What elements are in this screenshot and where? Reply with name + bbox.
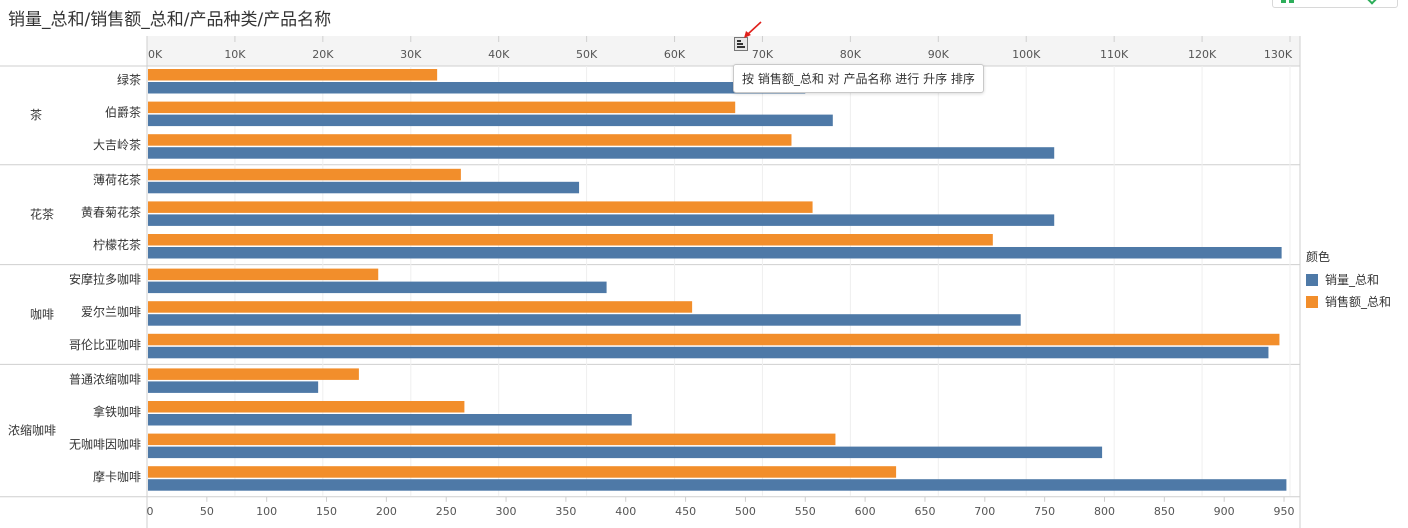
bottom-axis-tick-label: 150 <box>316 505 337 518</box>
group-label: 茶 <box>30 107 42 122</box>
bar-sales-amount <box>148 268 379 281</box>
group-label: 浓缩咖啡 <box>8 423 56 438</box>
cursor-arrow-icon <box>744 21 762 38</box>
bottom-axis-tick-label: 550 <box>795 505 816 518</box>
category-label: 伯爵茶 <box>105 105 141 120</box>
bar-sales-volume <box>148 147 1055 159</box>
bar-sales-volume <box>148 314 1021 326</box>
bottom-axis-tick-label: 500 <box>735 505 756 518</box>
chart-title: 销量_总和/销售额_总和/产品种类/产品名称 <box>8 10 332 30</box>
bottom-axis-tick-label: 700 <box>974 505 995 518</box>
top-axis-tick-label: 40K <box>488 48 510 61</box>
bottom-axis-tick-label: 200 <box>376 505 397 518</box>
bar-sales-volume <box>148 479 1287 491</box>
top-axis-tick-label: 110K <box>1100 48 1129 61</box>
legend-swatch <box>1306 273 1318 286</box>
category-label: 安摩拉多咖啡 <box>69 272 141 287</box>
top-axis-tick-label: 0K <box>148 48 163 61</box>
bar-sales-volume <box>148 281 607 294</box>
legend-item-sales-amount[interactable]: 销售额_总和 <box>1306 293 1391 310</box>
bottom-axis-tick-label: 750 <box>1034 505 1055 518</box>
bottom-axis-tick-label: 100 <box>256 505 277 518</box>
category-label: 柠檬花茶 <box>93 237 141 252</box>
toolbar-fragment[interactable] <box>1272 0 1398 8</box>
bar-sales-amount <box>148 234 993 246</box>
top-axis-tick-label: 60K <box>664 48 686 61</box>
bottom-axis-tick-label: 950 <box>1274 505 1295 518</box>
bar-sales-volume <box>148 214 1055 226</box>
top-axis-tick-label: 30K <box>400 48 422 61</box>
legend-title: 颜色 <box>1306 250 1331 264</box>
legend-label: 销售额_总和 <box>1325 295 1392 309</box>
group-label: 咖啡 <box>30 307 54 322</box>
legend-label: 销量_总和 <box>1325 273 1380 287</box>
top-axis-tick-label: 120K <box>1188 48 1217 61</box>
bar-sales-volume <box>148 181 580 194</box>
bar-sales-amount <box>148 333 1280 346</box>
bar-sales-volume <box>148 414 632 426</box>
top-axis-tick-label: 10K <box>224 48 246 61</box>
bottom-axis-tick-label: 800 <box>1094 505 1115 518</box>
bottom-axis-tick-label: 600 <box>855 505 876 518</box>
bottom-axis-tick-label: 250 <box>436 505 457 518</box>
category-label: 普通浓缩咖啡 <box>69 371 141 386</box>
toolbar-icon-left <box>1281 0 1286 3</box>
bar-sales-amount <box>148 101 736 114</box>
bottom-axis-tick-label: 50 <box>200 505 214 518</box>
sort-icon[interactable] <box>734 37 748 51</box>
bottom-axis-tick-label: 850 <box>1154 505 1175 518</box>
bar-sales-volume <box>148 247 1282 259</box>
bottom-axis-tick-label: 350 <box>555 505 576 518</box>
bar-sales-amount <box>148 401 465 413</box>
bar-sales-amount <box>148 301 693 313</box>
bar-sales-amount <box>148 168 461 181</box>
top-axis-tick-label: 90K <box>928 48 950 61</box>
sort-tooltip: 按 销售额_总和 对 产品名称 进行 升序 排序 <box>733 64 984 93</box>
bar-sales-volume <box>148 446 1103 459</box>
bar-sales-amount <box>148 69 438 81</box>
category-label: 哥伦比亚咖啡 <box>69 337 141 352</box>
top-axis-tick-label: 70K <box>752 48 774 61</box>
legend: 颜色 销量_总和 销售额_总和 <box>1306 248 1391 315</box>
top-axis-background <box>147 36 1300 66</box>
category-label: 摩卡咖啡 <box>93 469 141 484</box>
legend-item-sales-volume[interactable]: 销量_总和 <box>1306 271 1391 288</box>
bar-sales-amount <box>148 201 813 213</box>
category-label: 薄荷花茶 <box>93 172 141 187</box>
bar-sales-volume <box>148 346 1269 359</box>
bottom-axis-tick-label: 0 <box>147 505 154 518</box>
group-label: 花茶 <box>30 207 54 222</box>
bar-sales-volume <box>148 381 319 393</box>
top-axis-tick-label: 50K <box>576 48 598 61</box>
bottom-axis-tick-label: 900 <box>1214 505 1235 518</box>
bottom-axis-tick-label: 650 <box>914 505 935 518</box>
bar-sales-volume <box>148 114 833 127</box>
top-axis-tick-label: 130K <box>1264 48 1293 61</box>
bottom-axis-tick-label: 400 <box>615 505 636 518</box>
bottom-axis-tick-label: 300 <box>496 505 517 518</box>
top-axis-tick-label: 100K <box>1012 48 1041 61</box>
bar-sales-amount <box>148 466 897 478</box>
category-label: 爱尔兰咖啡 <box>81 304 141 319</box>
category-label: 黄春菊花茶 <box>81 204 141 219</box>
legend-swatch <box>1306 295 1318 308</box>
top-axis-tick-label: 80K <box>840 48 862 61</box>
category-label: 大吉岭茶 <box>93 137 141 152</box>
top-axis-tick-label: 20K <box>312 48 334 61</box>
category-label: 拿铁咖啡 <box>93 404 141 419</box>
toolbar-icon-left-2 <box>1289 0 1294 3</box>
bottom-axis-tick-label: 450 <box>675 505 696 518</box>
bar-sales-amount <box>148 433 836 446</box>
bar-sales-amount <box>148 134 792 146</box>
bar-sales-volume <box>148 82 806 94</box>
category-label: 无咖啡因咖啡 <box>69 437 141 452</box>
category-label: 绿茶 <box>117 72 141 87</box>
bar-sales-amount <box>148 368 359 380</box>
